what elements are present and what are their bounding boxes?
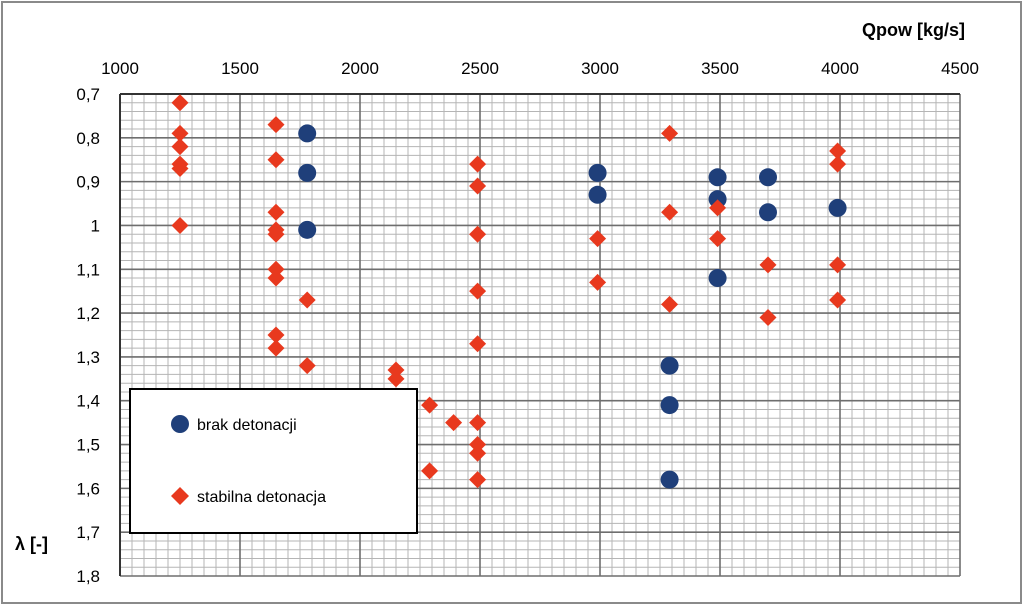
data-point-stable-detonation <box>421 462 439 480</box>
data-point-stable-detonation <box>469 177 487 195</box>
x-tick-label: 2000 <box>341 59 379 78</box>
axes: 1000 1500 2000 2500 3000 3500 4000 4500 0,7 0,8 0,… <box>76 59 979 586</box>
data-point-stable-detonation <box>469 225 487 243</box>
data-point-stable-detonation <box>661 203 679 221</box>
data-point-stable-detonation <box>171 216 189 234</box>
data-point-stable-detonation <box>759 256 777 274</box>
legend-marker-diamond <box>171 487 189 505</box>
y-tick-label: 1,5 <box>76 436 100 455</box>
data-point-stable-detonation <box>387 370 405 388</box>
data-point-stable-detonation <box>267 225 285 243</box>
data-point-stable-detonation <box>469 436 487 454</box>
data-point-stable-detonation <box>469 444 487 462</box>
data-points <box>171 94 847 489</box>
data-point-stable-detonation <box>267 203 285 221</box>
x-tick-label: 3500 <box>701 59 739 78</box>
legend-marker-circle <box>171 415 189 433</box>
legend-box <box>129 388 418 534</box>
data-point-no-detonation <box>708 168 727 187</box>
data-point-stable-detonation <box>171 138 189 156</box>
data-point-no-detonation <box>660 356 679 375</box>
y-tick-label: 1 <box>91 216 100 235</box>
data-point-stable-detonation <box>589 230 607 248</box>
data-point-stable-detonation <box>298 291 316 309</box>
data-point-stable-detonation <box>589 273 607 291</box>
data-point-no-detonation <box>298 124 317 143</box>
y-tick-label: 0,8 <box>76 129 100 148</box>
y-tick-label: 1,4 <box>76 392 100 411</box>
data-point-stable-detonation <box>298 357 316 375</box>
legend-label-stable-detonation: stabilna detonacja <box>197 489 326 506</box>
data-point-stable-detonation <box>469 335 487 353</box>
data-point-no-detonation <box>298 163 317 182</box>
data-point-stable-detonation <box>469 155 487 173</box>
data-point-no-detonation <box>708 190 727 209</box>
data-point-stable-detonation <box>267 116 285 134</box>
data-point-no-detonation <box>660 470 679 489</box>
data-point-no-detonation <box>660 396 679 415</box>
y-tick-label: 1,8 <box>76 567 100 586</box>
data-point-stable-detonation <box>469 471 487 489</box>
data-point-stable-detonation <box>171 124 189 142</box>
data-point-no-detonation <box>588 185 607 204</box>
data-point-stable-detonation <box>829 291 847 309</box>
data-point-stable-detonation <box>709 230 727 248</box>
data-point-stable-detonation <box>445 414 463 432</box>
data-point-stable-detonation <box>421 396 439 414</box>
x-tick-label: 3000 <box>581 59 619 78</box>
data-point-stable-detonation <box>469 414 487 432</box>
data-point-stable-detonation <box>661 124 679 142</box>
y-tick-label: 1,6 <box>76 479 100 498</box>
y-tick-label: 0,7 <box>76 85 100 104</box>
x-tick-label: 1500 <box>221 59 259 78</box>
data-point-stable-detonation <box>267 260 285 278</box>
data-point-stable-detonation <box>469 282 487 300</box>
x-tick-label: 1000 <box>101 59 139 78</box>
legend-label-no-detonation: brak detonacji <box>197 417 297 434</box>
data-point-stable-detonation <box>661 295 679 313</box>
data-point-stable-detonation <box>171 159 189 177</box>
y-tick-label: 1,1 <box>76 260 100 279</box>
x-tick-label: 4000 <box>821 59 859 78</box>
y-axis-title: λ [-] <box>15 534 48 554</box>
data-point-stable-detonation <box>267 151 285 169</box>
data-point-stable-detonation <box>829 256 847 274</box>
data-point-no-detonation <box>708 269 727 288</box>
y-tick-label: 1,3 <box>76 348 100 367</box>
data-point-stable-detonation <box>387 361 405 379</box>
data-point-stable-detonation <box>829 155 847 173</box>
x-tick-label: 4500 <box>941 59 979 78</box>
data-point-stable-detonation <box>171 94 189 112</box>
data-point-stable-detonation <box>709 199 727 217</box>
y-tick-label: 1,2 <box>76 304 100 323</box>
data-point-no-detonation <box>588 163 607 182</box>
y-tick-label: 1,7 <box>76 523 100 542</box>
data-point-stable-detonation <box>759 308 777 326</box>
data-point-stable-detonation <box>267 269 285 287</box>
data-point-stable-detonation <box>267 326 285 344</box>
data-point-no-detonation <box>828 198 847 217</box>
legend: brak detonacji stabilna detonacja <box>129 388 418 534</box>
x-axis-title: Qpow [kg/s] <box>862 20 965 40</box>
y-tick-label: 0,9 <box>76 173 100 192</box>
data-point-no-detonation <box>298 220 317 239</box>
data-point-no-detonation <box>759 168 777 187</box>
data-point-stable-detonation <box>829 142 847 160</box>
data-point-stable-detonation <box>267 339 285 357</box>
x-tick-label: 2500 <box>461 59 499 78</box>
data-point-no-detonation <box>759 203 777 222</box>
